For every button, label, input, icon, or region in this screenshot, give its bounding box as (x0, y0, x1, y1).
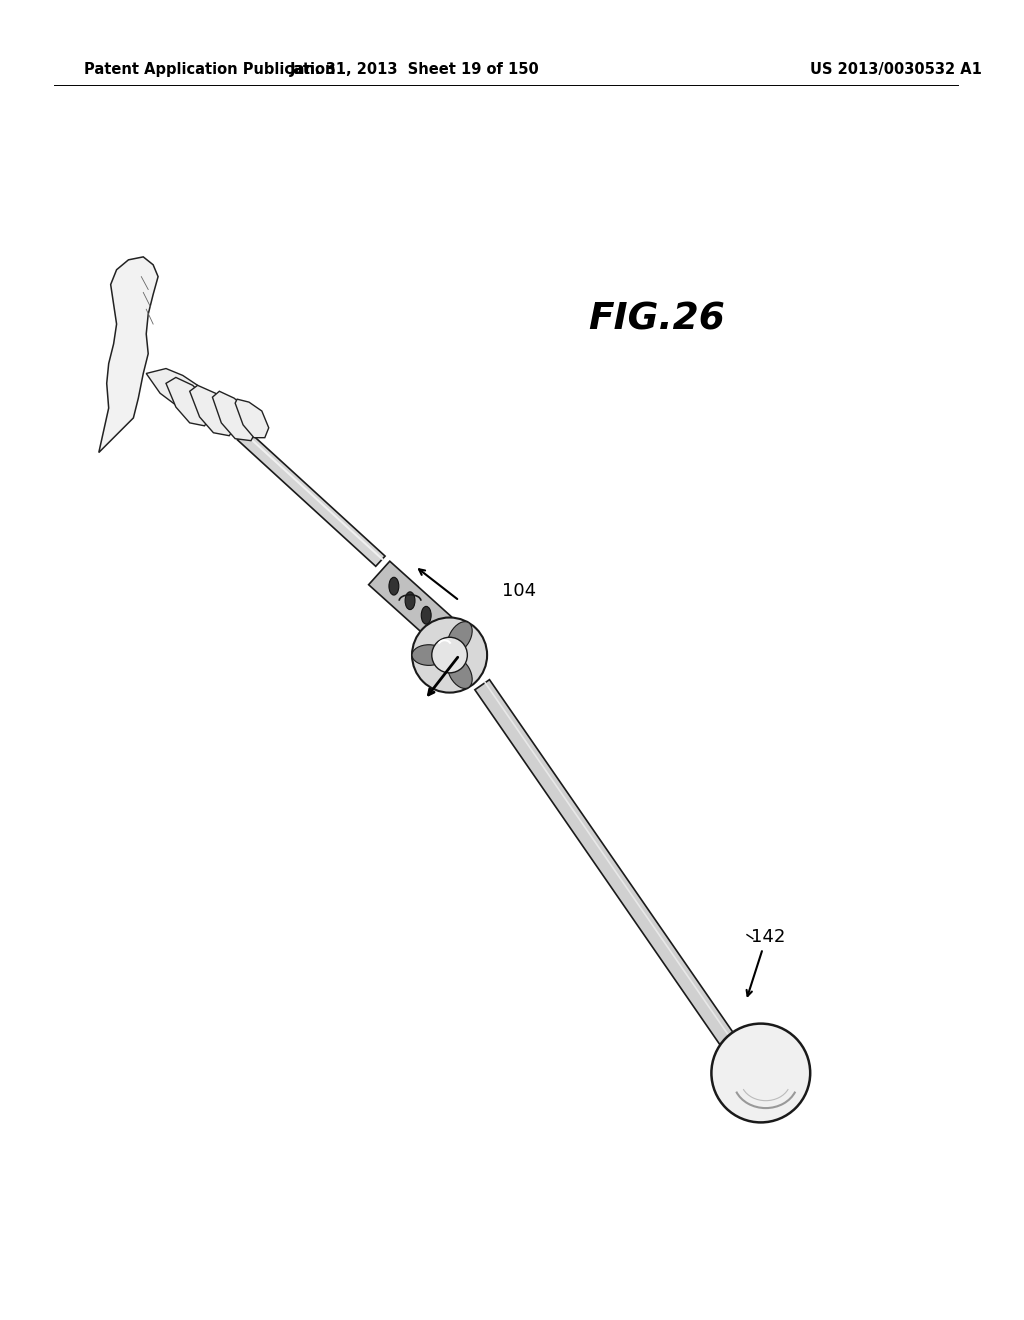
Circle shape (412, 618, 487, 693)
Ellipse shape (412, 644, 445, 665)
Ellipse shape (406, 591, 415, 610)
Polygon shape (146, 368, 203, 408)
Text: 142: 142 (751, 928, 785, 945)
Polygon shape (166, 378, 212, 426)
Ellipse shape (423, 610, 436, 631)
Polygon shape (189, 385, 238, 436)
Polygon shape (212, 391, 257, 441)
Text: FIG.26: FIG.26 (589, 301, 725, 337)
Text: US 2013/0030532 A1: US 2013/0030532 A1 (810, 62, 982, 77)
Polygon shape (236, 399, 268, 438)
Text: Patent Application Publication: Patent Application Publication (84, 62, 336, 77)
Ellipse shape (421, 606, 431, 624)
Ellipse shape (734, 1044, 742, 1061)
Ellipse shape (399, 595, 421, 607)
Ellipse shape (389, 577, 398, 595)
Circle shape (712, 1023, 810, 1122)
Polygon shape (98, 257, 158, 453)
Polygon shape (238, 429, 385, 566)
Ellipse shape (447, 657, 472, 689)
Text: 104: 104 (502, 582, 536, 599)
Polygon shape (369, 561, 452, 640)
Circle shape (432, 638, 467, 673)
Polygon shape (475, 680, 738, 1051)
Text: Jan. 31, 2013  Sheet 19 of 150: Jan. 31, 2013 Sheet 19 of 150 (290, 62, 540, 77)
Ellipse shape (447, 622, 472, 652)
